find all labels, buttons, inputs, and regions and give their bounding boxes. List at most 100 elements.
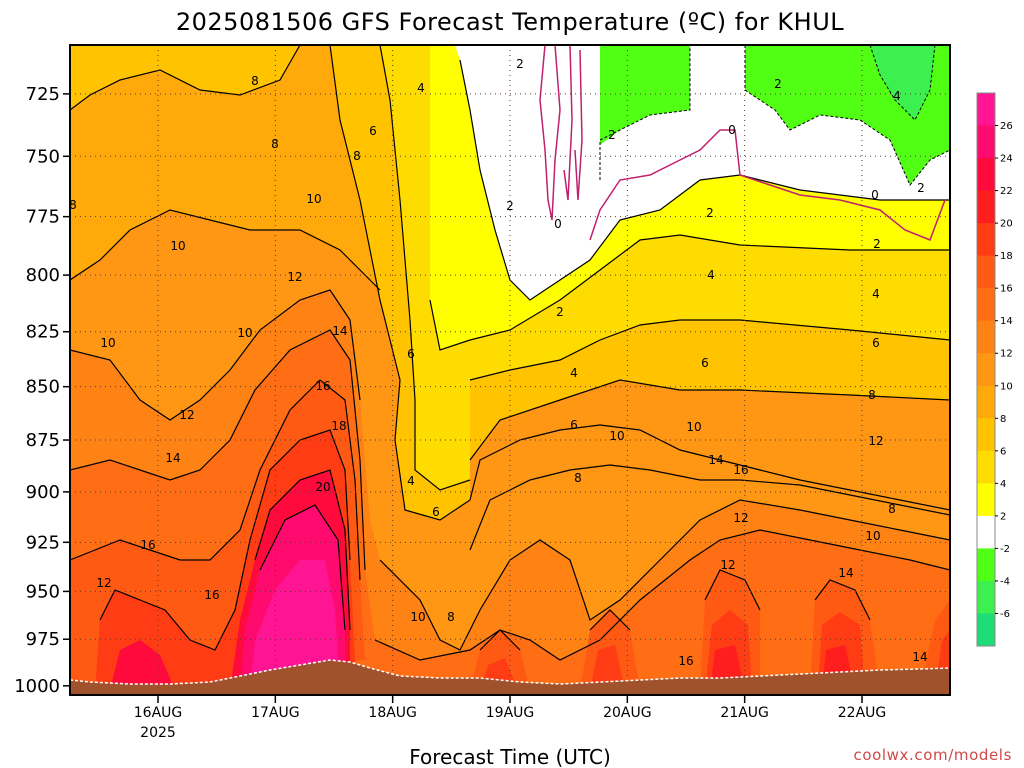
y-tick-label: 950 (26, 581, 60, 602)
y-tick-label: 800 (26, 265, 60, 286)
y-tick-label: 750 (26, 146, 60, 167)
colorbar-label: 6 (1000, 446, 1006, 457)
colorbar-swatch (977, 320, 995, 354)
fill-green-dark (870, 45, 935, 120)
contour-label: 8 (868, 388, 876, 402)
contour-label: 12 (287, 270, 302, 284)
contour-label: 4 (570, 366, 578, 380)
contour-label: 10 (865, 529, 880, 543)
colorbar-label: 20 (1000, 219, 1013, 230)
colorbar-swatch (977, 515, 995, 549)
contour-label: 8 (574, 471, 582, 485)
colorbar-swatch (977, 548, 995, 582)
minus-two-contour (599, 45, 950, 186)
contour-label: 16 (678, 654, 693, 668)
x-tick-label: 21AUG (720, 705, 769, 721)
contour-label: 4 (893, 89, 901, 103)
contour-label: 6 (701, 356, 709, 370)
contour-label: 10 (410, 610, 425, 624)
freezing-contour (539, 45, 946, 241)
contour-label: 14 (165, 451, 180, 465)
contour-label: 14 (912, 650, 927, 664)
contour-label: 12 (720, 558, 735, 572)
colorbar-label: 2 (1000, 511, 1006, 522)
x-tick-label: 18AUG (368, 705, 417, 721)
fill-26-plus (250, 560, 340, 690)
y-tick-label: 875 (26, 430, 60, 451)
x-tick-label: 16AUG (134, 705, 183, 721)
contour-label: 4 (417, 81, 425, 95)
colorbar-swatch (977, 483, 995, 517)
contour-label: 2 (516, 57, 524, 71)
x-tick-label: 22AUG (838, 705, 887, 721)
contour-label: 12 (868, 434, 883, 448)
colorbar-label: 24 (1000, 154, 1013, 165)
colorbar-swatch (977, 353, 995, 387)
contour-label: 8 (353, 149, 361, 163)
colorbar-swatch (977, 93, 995, 127)
colorbar-label: 10 (1000, 381, 1013, 392)
grid (70, 45, 950, 695)
colorbar-label: 18 (1000, 251, 1013, 262)
colorbar-swatch (977, 580, 995, 614)
y-tick-label: 825 (26, 322, 60, 343)
contour-label: 2 (917, 181, 925, 195)
colorbar-swatch (977, 418, 995, 452)
contour-label: 6 (369, 124, 377, 138)
contour-label: 16 (733, 463, 748, 477)
contour-label: 10 (609, 429, 624, 443)
chart-title: 2025081506 GFS Forecast Temperature (ºC)… (176, 8, 844, 36)
x-tick-label: 20AUG (603, 705, 652, 721)
contour-label: 10 (100, 336, 115, 350)
x-tick-label: 17AUG (251, 705, 300, 721)
contour-label: 0 (728, 123, 736, 137)
contour-label: 12 (96, 576, 111, 590)
colorbar-swatch (977, 613, 995, 647)
contour-label: 14 (332, 324, 347, 338)
colorbar-swatch (977, 450, 995, 484)
colorbar-label: -4 (1000, 576, 1010, 587)
y-tick-label: 850 (26, 377, 60, 398)
contour-label: 4 (872, 287, 880, 301)
x-tick-label: 19AUG (486, 705, 535, 721)
colorbar-label: 4 (1000, 479, 1006, 490)
fill-green-left (600, 45, 690, 145)
x-axis-title: Forecast Time (UTC) (409, 745, 611, 768)
colorbar-swatch (977, 288, 995, 322)
contour-label: 14 (708, 453, 723, 467)
colorbar-swatch (977, 125, 995, 159)
y-tick-label: 900 (26, 482, 60, 503)
colorbar: 26 24 22 20 18 16 14 12 10 8 6 4 2 -2 -4 -6 (976, 92, 1013, 647)
colorbar-frame (976, 92, 996, 647)
contour-label: 8 (888, 502, 896, 516)
colorbar-swatch (977, 190, 995, 224)
contour-label: 10 (686, 420, 701, 434)
terrain-edge (70, 659, 950, 685)
contour-label: 18 (331, 419, 346, 433)
contour-label: 2 (506, 199, 514, 213)
y-axis: 725 750 775 800 825 850 875 900 925 950 975 1000 (14, 84, 70, 697)
contour-label: 6 (570, 418, 578, 432)
x-axis-year: 2025 (140, 725, 176, 741)
y-tick-label: 975 (26, 629, 60, 650)
y-tick-label: 775 (26, 207, 60, 228)
contour-label: 4 (407, 474, 415, 488)
contour-label: 2 (608, 128, 616, 142)
contour-label: 2 (706, 206, 714, 220)
contour-label: 10 (237, 326, 252, 340)
contour-label: 10 (170, 239, 185, 253)
colorbar-label: 16 (1000, 284, 1013, 295)
y-tick-label: 925 (26, 532, 60, 553)
colorbar-label: 12 (1000, 349, 1013, 360)
credit-text: coolwx.com/models (854, 746, 1013, 764)
contour-label: 4 (707, 268, 715, 282)
contour-label: 16 (140, 538, 155, 552)
contour-label: 8 (447, 610, 455, 624)
colorbar-label: 22 (1000, 186, 1013, 197)
colorbar-swatch (977, 223, 995, 257)
colorbar-swatch (977, 255, 995, 289)
contour-label: 0 (554, 217, 562, 231)
contour-label: 14 (838, 566, 853, 580)
